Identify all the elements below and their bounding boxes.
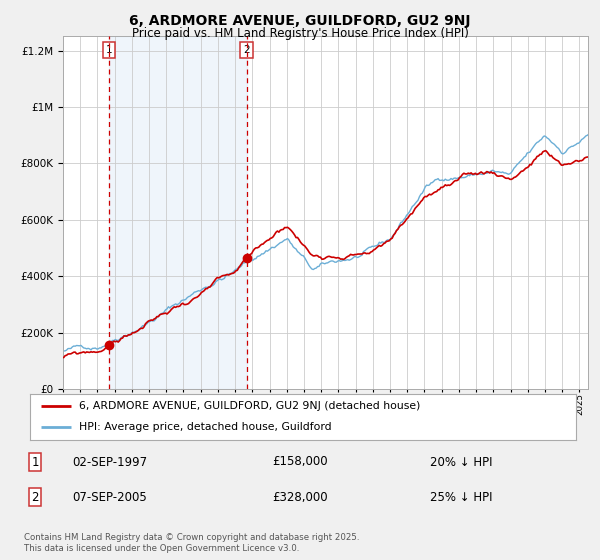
- Text: 25% ↓ HPI: 25% ↓ HPI: [430, 491, 493, 504]
- Text: Price paid vs. HM Land Registry's House Price Index (HPI): Price paid vs. HM Land Registry's House …: [131, 27, 469, 40]
- Text: 07-SEP-2005: 07-SEP-2005: [73, 491, 147, 504]
- Text: 1: 1: [31, 455, 39, 469]
- Text: HPI: Average price, detached house, Guildford: HPI: Average price, detached house, Guil…: [79, 422, 332, 432]
- Text: 2: 2: [31, 491, 39, 504]
- Text: 2: 2: [244, 45, 250, 55]
- Text: 6, ARDMORE AVENUE, GUILDFORD, GU2 9NJ (detached house): 6, ARDMORE AVENUE, GUILDFORD, GU2 9NJ (d…: [79, 401, 421, 411]
- Text: 6, ARDMORE AVENUE, GUILDFORD, GU2 9NJ: 6, ARDMORE AVENUE, GUILDFORD, GU2 9NJ: [129, 14, 471, 28]
- Text: 02-SEP-1997: 02-SEP-1997: [73, 455, 148, 469]
- Text: 1: 1: [106, 45, 112, 55]
- Text: £158,000: £158,000: [272, 455, 328, 469]
- Bar: [109, 36, 247, 389]
- Text: Contains HM Land Registry data © Crown copyright and database right 2025.
This d: Contains HM Land Registry data © Crown c…: [24, 533, 359, 553]
- Text: 20% ↓ HPI: 20% ↓ HPI: [430, 455, 493, 469]
- Text: £328,000: £328,000: [272, 491, 328, 504]
